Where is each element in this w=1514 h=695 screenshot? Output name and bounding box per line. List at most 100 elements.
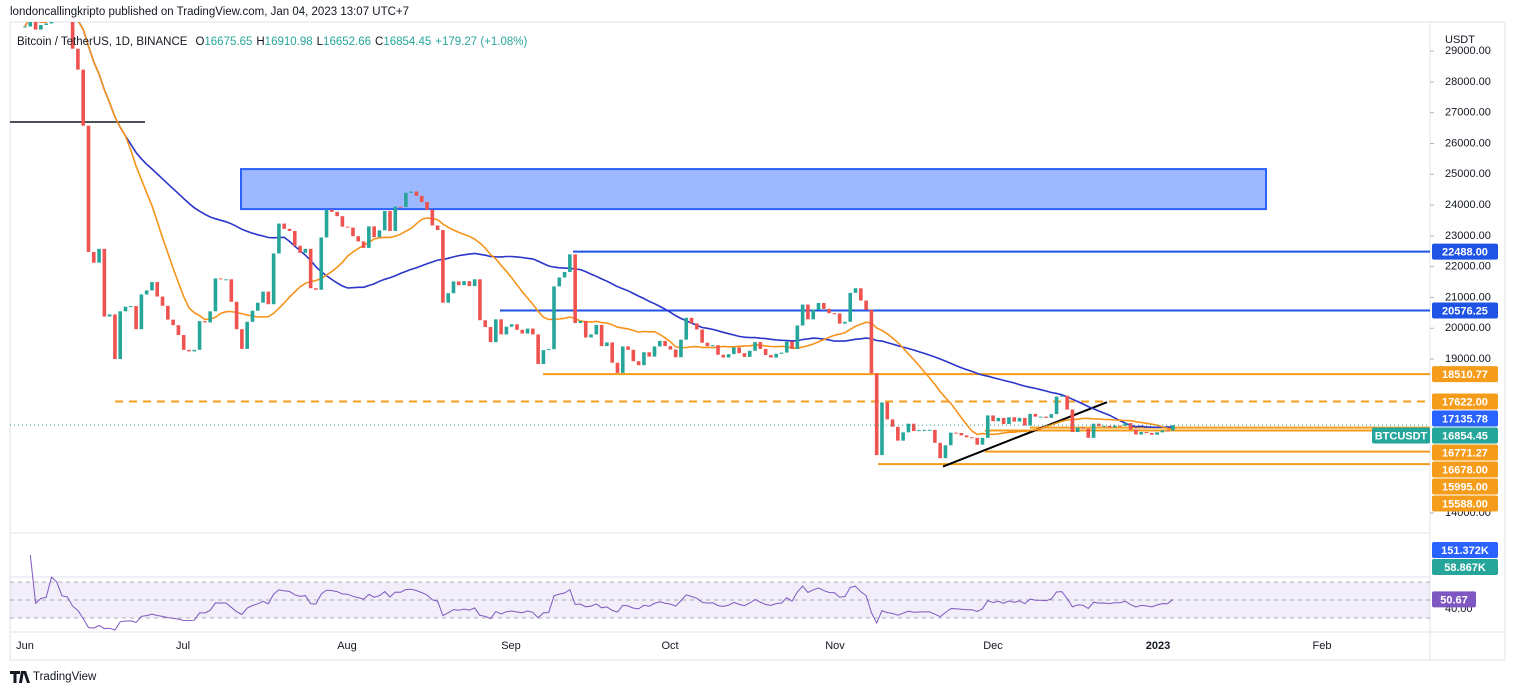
x-tick-label: Feb (1313, 640, 1332, 652)
candle-body (716, 345, 720, 355)
ohlc-value: 16854.45 (383, 36, 431, 48)
candle-body (652, 346, 657, 357)
candle-body (795, 325, 800, 349)
candle-body (335, 211, 339, 217)
volume-badge (1432, 542, 1498, 558)
candle-body (954, 432, 958, 434)
candle-body (292, 230, 297, 246)
candle-body (636, 361, 641, 366)
y-tick-label: 27000.00 (1445, 107, 1491, 119)
x-tick-label: Aug (337, 640, 357, 652)
candle-body (388, 210, 392, 231)
candle-body (1155, 432, 1159, 435)
ohlc-key: H (256, 36, 264, 48)
candle-body (784, 341, 789, 353)
change: +179.27 (+1.08%) (435, 36, 527, 48)
price-badge-label: 15588.00 (1442, 498, 1488, 510)
candle-body (23, 26, 27, 28)
candle-body (340, 216, 345, 227)
candle-body (472, 279, 477, 287)
candle-body (864, 300, 868, 310)
y-tick-label: 22000.00 (1445, 261, 1491, 273)
candle-body (404, 192, 408, 207)
candle-body (509, 324, 514, 327)
volume-badge-label: 151.372K (1441, 545, 1489, 557)
candle-body (255, 302, 260, 311)
price-badge-label: 16771.27 (1442, 447, 1488, 459)
candle-body (1054, 396, 1059, 415)
candle-body (610, 342, 614, 363)
candle-body (393, 206, 398, 231)
price-badge (1432, 444, 1498, 461)
candle-body (827, 308, 831, 314)
candle-body (557, 277, 562, 287)
candle-body (1033, 413, 1038, 417)
supply-zone (240, 168, 1267, 211)
candle-body (499, 319, 503, 335)
candle-body (626, 346, 630, 350)
rsi-band (10, 582, 1430, 618)
trend-line (942, 401, 1108, 468)
candle-body (546, 349, 551, 351)
candle-body (832, 313, 837, 315)
candle-body (1139, 432, 1143, 435)
x-tick-label: Jul (176, 640, 190, 652)
candle-body (456, 281, 461, 286)
candle-body (1123, 423, 1128, 426)
candle-body (620, 346, 625, 373)
candle-body (583, 320, 588, 338)
candle-body (980, 437, 985, 445)
footer-logo (10, 671, 30, 683)
candle-body (1160, 430, 1165, 433)
candle-body (451, 281, 456, 294)
ohlc-value: 16675.65 (204, 36, 252, 48)
candle-body (1028, 413, 1032, 426)
candle-body (462, 281, 466, 286)
candle-body (1112, 425, 1117, 428)
candle-body (91, 251, 96, 263)
candle-body (414, 191, 419, 196)
candle-body (790, 341, 794, 349)
price-badge (1432, 427, 1498, 444)
candle-body (155, 282, 160, 297)
y-tick-label: 28000.00 (1445, 76, 1491, 88)
candle-body (1065, 395, 1069, 410)
candle-body (721, 354, 726, 358)
candle-body (282, 223, 287, 229)
y-tick-label: 21000.00 (1445, 291, 1491, 303)
candle-body (948, 432, 953, 446)
candle-body (531, 328, 535, 335)
candle-body (806, 304, 810, 320)
candle-body (351, 227, 355, 237)
candle-body (769, 355, 773, 358)
rsi-line (29, 554, 1174, 631)
candle-body (631, 349, 636, 362)
candle-body (1081, 427, 1085, 429)
candle-body (927, 429, 932, 431)
candle-body (261, 291, 265, 303)
candle-body (430, 209, 435, 226)
candle-body (1060, 395, 1064, 397)
symbol-tag (1372, 427, 1430, 444)
candle-body (710, 345, 715, 347)
candle-body (129, 306, 133, 308)
y-tick-label: 29000.00 (1445, 45, 1491, 57)
x-tick-label: Sep (501, 640, 521, 652)
candle-body (478, 279, 482, 321)
candle-body (959, 432, 964, 436)
candle-body (843, 321, 847, 324)
candle-body (816, 303, 821, 310)
candle-body (885, 402, 890, 420)
candle-body (150, 282, 154, 291)
moving-average (24, 22, 1173, 429)
symbol-legend: Bitcoin / TetherUS, 1D, BINANCE O16675.65… (17, 36, 528, 48)
candle-body (737, 347, 741, 354)
rsi-badge (1432, 591, 1476, 608)
candle-body (1001, 417, 1006, 425)
candle-body (409, 191, 413, 193)
candle-body (880, 402, 884, 456)
ohlc-key: C (375, 36, 383, 48)
candle-body (1102, 425, 1106, 427)
candle-body (361, 241, 366, 248)
